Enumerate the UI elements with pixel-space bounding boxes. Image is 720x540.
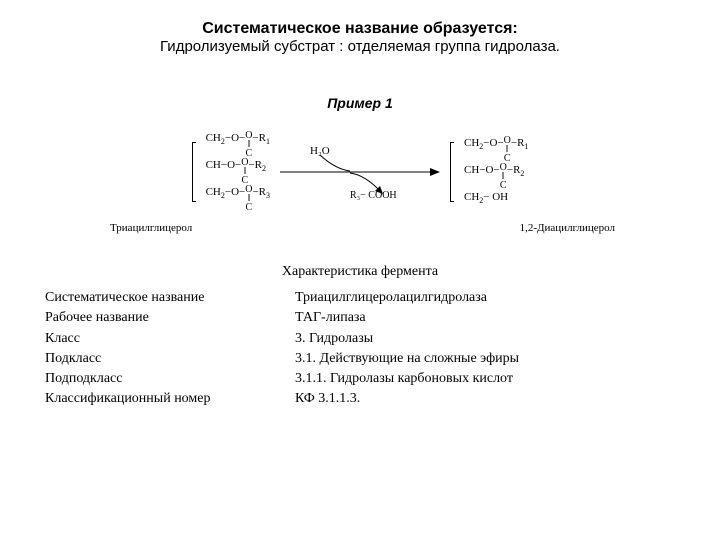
char-row-value: 3.1. Действующие на сложные эфиры [295, 349, 675, 369]
characteristics-heading: Характеристика фермента [45, 264, 675, 280]
substrate-line-1: CH2−O−O‖C−R1 [206, 131, 270, 158]
product-label: 1,2-Диацилглицерол [520, 222, 615, 234]
bracket-left-product [450, 142, 454, 202]
product-line-2: CH−O−O‖C−R2 [464, 163, 528, 190]
substrate-line-3: CH2−O−O‖C−R3 [206, 185, 270, 212]
char-row-label: Подподкласс [45, 369, 275, 389]
example-heading: Пример 1 [45, 95, 675, 111]
title-line1: Систематическое название образуется: [45, 20, 675, 38]
title-line2: Гидролизуемый субстрат : отделяемая груп… [45, 38, 675, 55]
substrate-label: Триацилглицерол [110, 222, 192, 234]
reagent-in-label: H₂O [310, 145, 330, 157]
title-block: Систематическое название образуется: Гид… [45, 20, 675, 55]
char-row-label: Класс [45, 329, 275, 349]
compound-labels-row: Триацилглицерол 1,2-Диацилглицерол [110, 222, 615, 234]
reaction-arrow-region: H₂O R₃− COOH [280, 147, 440, 197]
char-row-label: Подкласс [45, 349, 275, 369]
product-structure: CH2−O−O‖C−R1 CH−O−O‖C−R2 CH2− OH [464, 136, 528, 206]
substrate-structure: CH2−O−O‖C−R1 CH−O−O‖C−R2 CH2−O−O‖C−R3 [206, 131, 270, 212]
product-line-3: CH2− OH [464, 190, 528, 206]
bracket-left-substrate [192, 142, 196, 202]
reaction-scheme: CH2−O−O‖C−R1 CH−O−O‖C−R2 CH2−O−O‖C−R3 H₂… [45, 131, 675, 212]
product-line-1: CH2−O−O‖C−R1 [464, 136, 528, 163]
char-row-label: Систематическое название [45, 288, 275, 308]
char-row-value: 3. Гидролазы [295, 329, 675, 349]
char-row-value: КФ 3.1.1.3. [295, 389, 675, 409]
reagent-out-label: R₃− COOH [350, 190, 397, 201]
char-row-label: Классификационный номер [45, 389, 275, 409]
char-row-value: ТАГ-липаза [295, 308, 675, 328]
char-row-value: Триацилглицеролацилгидролаза [295, 288, 675, 308]
char-row-label: Рабочее название [45, 308, 275, 328]
char-row-value: 3.1.1. Гидролазы карбоновых кислот [295, 369, 675, 389]
characteristics-table: Систематическое название Триацилглицерол… [45, 288, 675, 410]
substrate-line-2: CH−O−O‖C−R2 [206, 158, 270, 185]
